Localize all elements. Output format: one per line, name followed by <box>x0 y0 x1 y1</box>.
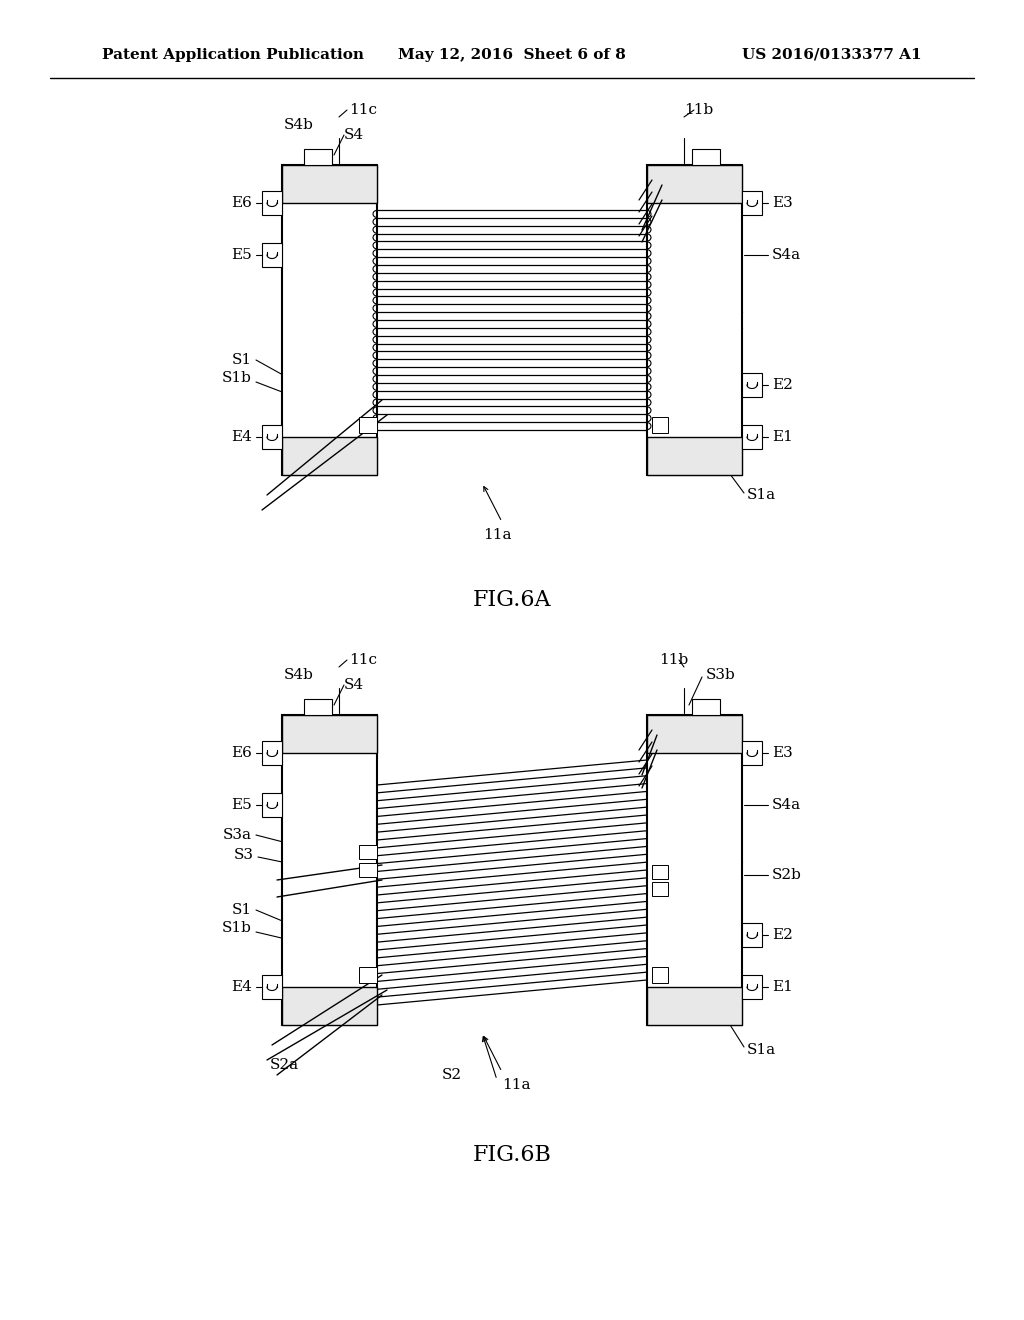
Text: S4: S4 <box>344 678 365 692</box>
Bar <box>692 700 720 715</box>
Bar <box>647 987 742 1026</box>
Text: S4: S4 <box>344 128 365 143</box>
Bar <box>742 374 762 397</box>
Bar <box>647 165 742 203</box>
Text: 11b: 11b <box>659 653 688 667</box>
Bar <box>304 149 332 165</box>
Text: S1: S1 <box>231 352 252 367</box>
Text: Patent Application Publication: Patent Application Publication <box>102 48 364 62</box>
Text: S4a: S4a <box>772 799 801 812</box>
Text: S4a: S4a <box>772 248 801 261</box>
Text: S2a: S2a <box>270 1059 299 1072</box>
Bar <box>262 425 282 449</box>
Text: May 12, 2016  Sheet 6 of 8: May 12, 2016 Sheet 6 of 8 <box>398 48 626 62</box>
Text: E6: E6 <box>231 195 252 210</box>
Text: S1b: S1b <box>222 921 252 935</box>
Text: E4: E4 <box>231 430 252 444</box>
Bar <box>262 975 282 999</box>
Text: S2b: S2b <box>772 869 802 882</box>
Bar <box>262 741 282 766</box>
Text: E3: E3 <box>772 195 793 210</box>
Bar <box>647 165 742 475</box>
Text: S2: S2 <box>442 1068 462 1082</box>
Bar <box>262 243 282 267</box>
Bar <box>282 715 377 1026</box>
Text: 11c: 11c <box>349 103 377 117</box>
Bar <box>692 149 720 165</box>
Bar <box>359 845 377 859</box>
Text: S4b: S4b <box>284 668 314 682</box>
Bar <box>647 715 742 1026</box>
Bar <box>262 191 282 215</box>
Bar <box>742 191 762 215</box>
Text: S1: S1 <box>231 903 252 917</box>
Text: US 2016/0133377 A1: US 2016/0133377 A1 <box>742 48 922 62</box>
Text: S3a: S3a <box>223 828 252 842</box>
Bar <box>652 417 668 433</box>
Text: E3: E3 <box>772 746 793 760</box>
Text: S3: S3 <box>234 847 254 862</box>
Bar <box>652 968 668 983</box>
Bar <box>282 437 377 475</box>
Bar <box>359 417 377 433</box>
Text: 11c: 11c <box>349 653 377 667</box>
Bar <box>647 437 742 475</box>
Text: E6: E6 <box>231 746 252 760</box>
Bar <box>262 793 282 817</box>
Bar <box>282 987 377 1026</box>
Bar <box>647 715 742 752</box>
Bar <box>282 715 377 752</box>
Bar <box>742 741 762 766</box>
Text: 11b: 11b <box>684 103 714 117</box>
Text: S1a: S1a <box>746 488 776 502</box>
Bar <box>742 425 762 449</box>
Bar <box>359 968 377 983</box>
Text: E2: E2 <box>772 928 793 942</box>
Bar <box>652 882 668 896</box>
Bar <box>652 865 668 879</box>
Bar <box>282 165 377 475</box>
Text: FIG.6A: FIG.6A <box>473 589 551 611</box>
Bar <box>742 975 762 999</box>
Bar <box>742 923 762 946</box>
Text: E5: E5 <box>231 799 252 812</box>
Text: 11a: 11a <box>502 1078 530 1092</box>
Bar <box>304 700 332 715</box>
Text: E1: E1 <box>772 979 793 994</box>
Text: E5: E5 <box>231 248 252 261</box>
Text: S4b: S4b <box>284 117 314 132</box>
Text: E1: E1 <box>772 430 793 444</box>
Text: 11a: 11a <box>482 528 511 543</box>
Text: S1a: S1a <box>746 1043 776 1057</box>
Text: E4: E4 <box>231 979 252 994</box>
Bar <box>282 165 377 203</box>
Text: E2: E2 <box>772 378 793 392</box>
Text: S3b: S3b <box>706 668 736 682</box>
Text: S1b: S1b <box>222 371 252 385</box>
Bar <box>359 863 377 876</box>
Text: FIG.6B: FIG.6B <box>472 1144 552 1166</box>
